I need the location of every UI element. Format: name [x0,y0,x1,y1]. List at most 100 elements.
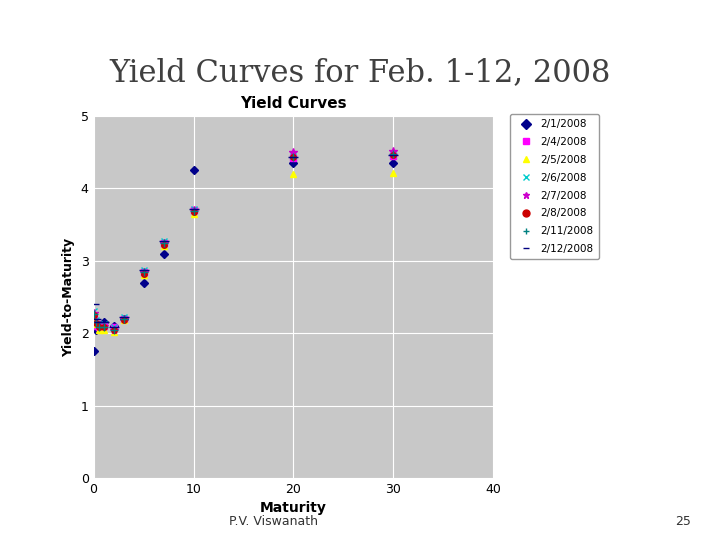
2/12/2008 [99,319,108,326]
2/6/2008 [90,308,99,315]
2/11/2008 [189,208,198,214]
2/7/2008 [109,326,118,333]
2/8/2008 [90,312,99,318]
Y-axis label: Yield-to-Maturity: Yield-to-Maturity [62,238,75,356]
2/7/2008 [90,309,99,316]
2/5/2008 [90,314,99,321]
2/8/2008 [289,153,298,160]
2/8/2008 [94,324,103,330]
2/7/2008 [289,149,298,156]
2/1/2008 [139,279,148,286]
2/4/2008 [109,324,118,330]
2/12/2008 [91,315,100,322]
Line: 2/12/2008: 2/12/2008 [89,150,398,332]
2/8/2008 [91,320,100,326]
2/12/2008 [189,206,198,212]
2/1/2008 [94,323,103,329]
2/4/2008 [120,315,128,322]
2/4/2008 [189,207,198,213]
2/7/2008 [120,315,128,322]
2/8/2008 [120,317,128,323]
2/6/2008 [91,317,100,323]
2/11/2008 [139,269,148,275]
2/12/2008 [94,319,103,326]
2/5/2008 [109,328,118,335]
2/11/2008 [120,315,128,322]
2/7/2008 [189,207,198,213]
2/6/2008 [94,321,103,328]
2/6/2008 [139,266,148,273]
Text: P.V. Viswanath: P.V. Viswanath [229,515,318,528]
2/7/2008 [159,240,168,246]
2/5/2008 [139,272,148,279]
Text: 25: 25 [675,515,691,528]
2/8/2008 [159,242,168,248]
2/7/2008 [389,147,397,154]
2/1/2008 [159,251,168,257]
Line: 2/7/2008: 2/7/2008 [90,147,397,334]
2/7/2008 [91,319,100,326]
2/4/2008 [159,240,168,246]
2/11/2008 [159,240,168,247]
2/6/2008 [109,324,118,330]
2/4/2008 [289,155,298,161]
2/6/2008 [120,314,128,321]
X-axis label: Maturity: Maturity [260,501,327,515]
2/1/2008 [109,323,118,329]
2/4/2008 [91,323,100,329]
2/7/2008 [99,323,108,329]
Title: Yield Curves: Yield Curves [240,96,347,111]
2/5/2008 [389,170,397,176]
2/1/2008 [99,319,108,326]
Line: 2/6/2008: 2/6/2008 [91,150,397,331]
2/7/2008 [139,268,148,275]
2/6/2008 [159,237,168,244]
2/12/2008 [389,152,397,158]
2/5/2008 [91,321,100,328]
2/5/2008 [99,326,108,333]
Line: 2/8/2008: 2/8/2008 [91,152,396,333]
2/11/2008 [91,319,100,326]
2/8/2008 [109,327,118,334]
2/5/2008 [120,317,128,323]
2/4/2008 [99,323,108,329]
2/12/2008 [159,237,168,244]
2/11/2008 [90,311,99,318]
2/6/2008 [289,153,298,159]
2/4/2008 [389,153,397,159]
2/11/2008 [94,323,103,330]
2/5/2008 [189,211,198,217]
Text: Yield Curves for Feb. 1-12, 2008: Yield Curves for Feb. 1-12, 2008 [109,57,611,87]
2/4/2008 [139,268,148,275]
2/11/2008 [289,154,298,160]
2/7/2008 [94,323,103,329]
2/1/2008 [120,315,128,322]
2/12/2008 [120,314,128,321]
2/8/2008 [389,152,397,158]
Line: 2/5/2008: 2/5/2008 [91,170,396,334]
2/5/2008 [94,326,103,333]
2/1/2008 [289,160,298,166]
2/1/2008 [90,348,99,355]
2/1/2008 [189,167,198,174]
2/4/2008 [94,324,103,330]
Line: 2/1/2008: 2/1/2008 [91,160,396,354]
2/6/2008 [189,206,198,212]
2/5/2008 [159,243,168,249]
2/6/2008 [99,321,108,328]
2/8/2008 [99,324,108,330]
2/8/2008 [189,208,198,215]
2/1/2008 [389,160,397,166]
2/12/2008 [109,324,118,330]
Legend: 2/1/2008, 2/4/2008, 2/5/2008, 2/6/2008, 2/7/2008, 2/8/2008, 2/11/2008, 2/12/2008: 2/1/2008, 2/4/2008, 2/5/2008, 2/6/2008, … [510,114,599,259]
2/12/2008 [289,153,298,160]
2/1/2008 [91,326,100,333]
Line: 2/11/2008: 2/11/2008 [90,150,397,334]
2/12/2008 [90,301,99,307]
2/11/2008 [99,323,108,330]
2/11/2008 [389,151,397,158]
Line: 2/4/2008: 2/4/2008 [91,153,396,330]
2/8/2008 [139,271,148,277]
2/12/2008 [139,266,148,273]
2/4/2008 [90,315,99,322]
